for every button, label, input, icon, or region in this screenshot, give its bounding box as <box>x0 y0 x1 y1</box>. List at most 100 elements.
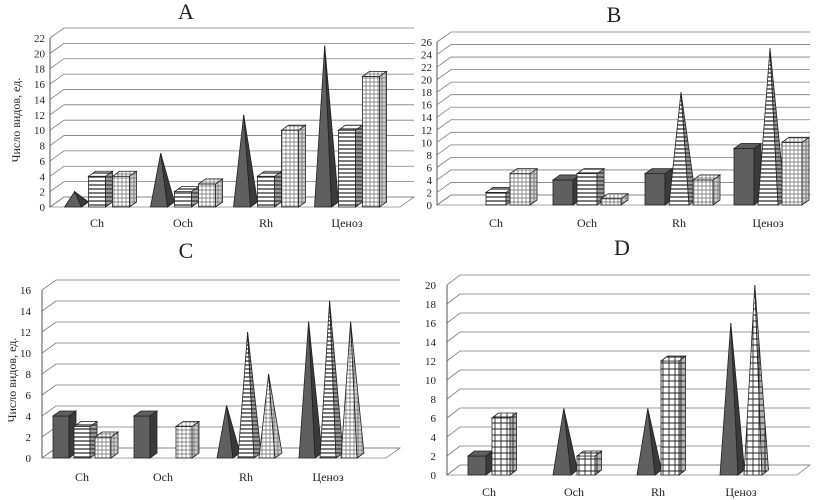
bar-b-0-1 <box>485 192 507 206</box>
panel-a: A 0 2 4 6 8 10 12 14 16 18 20 22 Число видов, ед. Ch Oc… <box>9 0 416 230</box>
y-tick-label: 10 <box>425 375 437 387</box>
category-label: Och <box>577 216 597 230</box>
bar-d-2-1-side <box>678 355 686 476</box>
panel-c: C 0 2 4 6 8 10 12 14 16 Число видов, ед. Ch Och Rh Цен… <box>5 238 402 484</box>
gridline <box>436 31 810 43</box>
y-tick-label: 12 <box>34 110 45 122</box>
bar-b-0-2-side <box>529 167 538 206</box>
gridline <box>41 342 400 354</box>
bar-c-2-0-side <box>226 405 241 459</box>
bar-a-0-0-side <box>73 190 90 208</box>
gridline <box>436 44 810 55</box>
bar-d-0-1-top <box>490 412 518 419</box>
y-tick-label: 8 <box>40 141 46 153</box>
y-tick-label: 0 <box>431 470 437 482</box>
bar-a-3-0-side <box>324 45 339 208</box>
bar-a-2-1-side <box>274 170 282 208</box>
y-tick-label: 0 <box>427 200 433 212</box>
y-tick-label: 10 <box>34 125 46 137</box>
y-tick-label: 2 <box>40 187 46 199</box>
y-tick-label: 4 <box>26 411 32 423</box>
y-axis-label: Число видов, ед. <box>5 338 19 423</box>
bar-b-1-1-top <box>575 168 606 175</box>
bar-c-1-2-side <box>191 420 200 459</box>
bar-d-0-1-side <box>509 412 517 476</box>
bar-a-1-0-side <box>160 153 175 208</box>
gridline <box>436 106 810 118</box>
gridline <box>446 312 810 324</box>
gridline <box>436 131 810 143</box>
category-label: Ch <box>90 216 104 230</box>
bar-c-0-1-top <box>72 421 99 427</box>
panel-d: D 0 2 4 6 8 10 12 14 16 18 20 Ch Och Rh Ценоз <box>425 235 812 499</box>
y-tick-label: 14 <box>421 112 433 124</box>
gridline <box>49 104 414 116</box>
bar-c-1-0-side <box>149 410 158 459</box>
bar-c-2-1-side <box>247 331 262 459</box>
bar-a-0-1-top <box>87 170 114 177</box>
gridline <box>446 407 810 419</box>
gridline <box>446 331 810 343</box>
bar-d-0-0 <box>467 455 487 476</box>
y-tick-label: 20 <box>425 280 437 292</box>
y-tick-label: 18 <box>425 299 437 311</box>
y-tick-label: 12 <box>421 125 432 137</box>
y-tick-label: 24 <box>421 50 433 62</box>
y-tick-label: 2 <box>431 451 437 463</box>
gridline <box>436 94 810 106</box>
bar-b-1-0 <box>552 179 574 206</box>
bar-a-2-0-side <box>243 114 258 208</box>
y-tick-label: 6 <box>40 156 46 168</box>
y-tick-label: 16 <box>20 285 32 297</box>
gridline <box>49 89 414 100</box>
y-tick-label: 20 <box>421 75 433 87</box>
bar-c-0-2-top <box>93 431 120 438</box>
bar-c-1-0 <box>133 415 151 459</box>
bar-a-0-1 <box>88 175 106 208</box>
bar-c-1-2 <box>175 426 193 459</box>
bar-d-2-1 <box>660 360 680 476</box>
bar-a-1-2-top <box>197 178 224 185</box>
y-tick-label: 22 <box>421 62 432 74</box>
bar-b-3-0-top <box>732 143 763 149</box>
category-label: Ценоз <box>312 470 343 484</box>
gridline <box>446 350 810 362</box>
bar-b-3-2-top <box>780 136 811 143</box>
category-label: Ценоз <box>331 216 362 230</box>
bar-c-1-2-top <box>174 421 201 427</box>
gridline <box>41 300 400 312</box>
bar-c-0-0-top <box>51 410 78 417</box>
bar-d-3-1-side <box>754 284 769 476</box>
bar-c-3-0-side <box>308 321 323 459</box>
y-tick-label: 14 <box>20 306 32 318</box>
y-tick-label: 16 <box>421 100 433 112</box>
bar-b-3-1-side <box>769 48 786 206</box>
bar-a-2-2-side <box>298 124 306 208</box>
bar-a-3-2-side <box>379 70 387 208</box>
bar-b-2-0-top <box>643 168 674 175</box>
y-tick-label: 10 <box>20 348 32 360</box>
gridline <box>41 405 400 417</box>
y-tick-label: 0 <box>26 453 32 465</box>
bar-a-0-2 <box>112 175 130 208</box>
bar-c-0-0 <box>52 415 70 459</box>
bar-b-1-2-top <box>599 193 630 200</box>
y-tick-label: 12 <box>425 356 436 368</box>
y-tick-label: 6 <box>431 413 437 425</box>
y-tick-label: 2 <box>26 432 32 444</box>
y-tick-label: 22 <box>34 33 45 45</box>
bar-c-0-2 <box>94 436 112 459</box>
gridline <box>446 369 810 381</box>
category-label: Ch <box>489 216 503 230</box>
gridline <box>41 279 400 291</box>
panel-title-d: D <box>614 235 630 260</box>
y-tick-label: 26 <box>421 37 433 49</box>
gridline <box>446 274 810 286</box>
y-tick-label: 0 <box>40 202 46 214</box>
bar-a-2-1 <box>257 175 275 208</box>
gridline <box>446 426 810 438</box>
bar-b-3-2 <box>781 141 803 206</box>
category-label: Och <box>173 216 193 230</box>
category-label: Och <box>564 485 584 499</box>
